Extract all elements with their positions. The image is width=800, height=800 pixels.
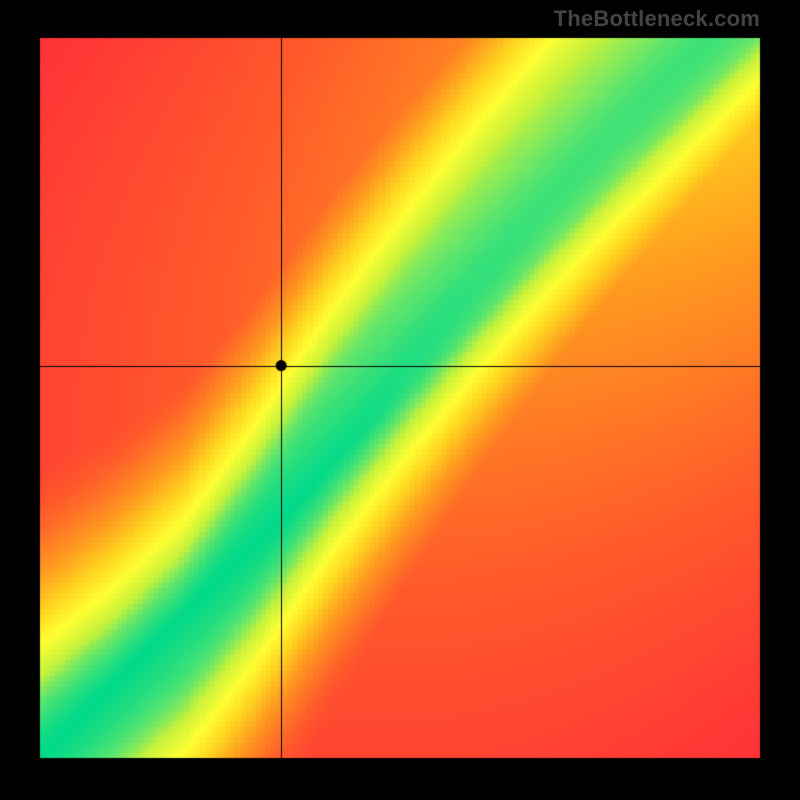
crosshair-overlay — [0, 0, 800, 800]
watermark-text: TheBottleneck.com — [554, 6, 760, 32]
chart-container: TheBottleneck.com — [0, 0, 800, 800]
